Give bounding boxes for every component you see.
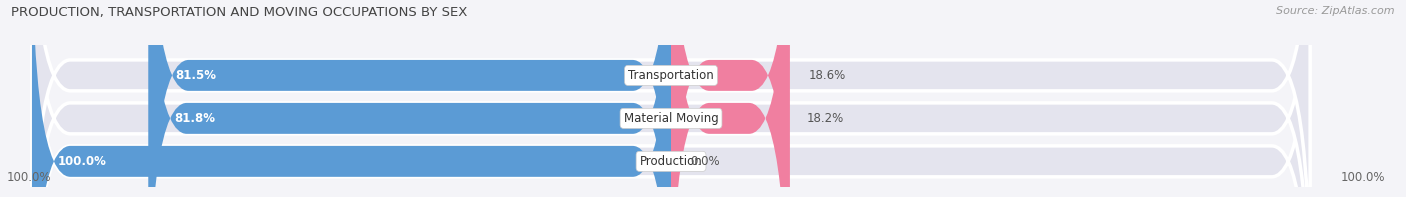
Text: 81.5%: 81.5% bbox=[176, 69, 217, 82]
Text: Material Moving: Material Moving bbox=[624, 112, 718, 125]
FancyBboxPatch shape bbox=[148, 0, 671, 197]
Text: 81.8%: 81.8% bbox=[174, 112, 215, 125]
Text: Source: ZipAtlas.com: Source: ZipAtlas.com bbox=[1277, 6, 1395, 16]
Text: Production: Production bbox=[640, 155, 703, 168]
FancyBboxPatch shape bbox=[32, 0, 1310, 197]
FancyBboxPatch shape bbox=[671, 0, 787, 197]
Text: 18.6%: 18.6% bbox=[808, 69, 846, 82]
FancyBboxPatch shape bbox=[150, 0, 671, 197]
FancyBboxPatch shape bbox=[32, 0, 1310, 197]
Text: 100.0%: 100.0% bbox=[7, 171, 52, 184]
FancyBboxPatch shape bbox=[32, 0, 1310, 197]
Text: 0.0%: 0.0% bbox=[690, 155, 720, 168]
Text: 100.0%: 100.0% bbox=[58, 155, 107, 168]
Text: 100.0%: 100.0% bbox=[1340, 171, 1385, 184]
Text: 18.2%: 18.2% bbox=[807, 112, 844, 125]
FancyBboxPatch shape bbox=[32, 0, 671, 197]
Text: PRODUCTION, TRANSPORTATION AND MOVING OCCUPATIONS BY SEX: PRODUCTION, TRANSPORTATION AND MOVING OC… bbox=[11, 6, 468, 19]
Text: Transportation: Transportation bbox=[628, 69, 714, 82]
FancyBboxPatch shape bbox=[671, 0, 790, 197]
